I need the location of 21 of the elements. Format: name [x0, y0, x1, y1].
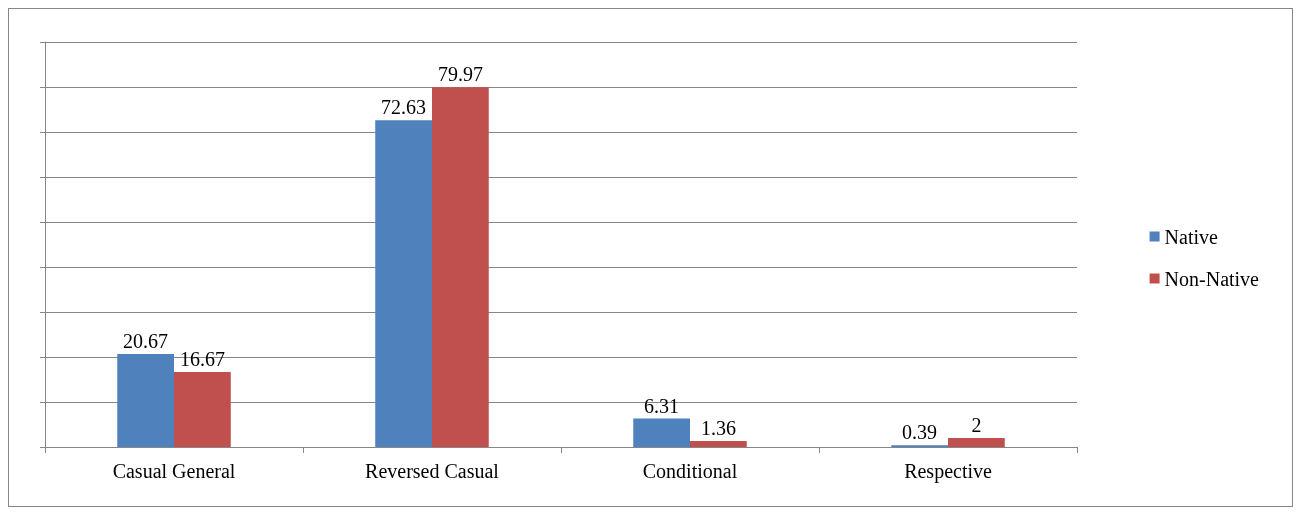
bar — [948, 438, 1005, 447]
x-tick-label: Reversed Casual — [365, 460, 500, 482]
bar — [174, 371, 231, 447]
legend-label: Non-Native — [1164, 267, 1260, 290]
bar — [690, 440, 747, 447]
data-label: 72.63 — [381, 96, 427, 119]
bar — [633, 418, 690, 447]
x-tick-label: Conditional — [642, 460, 738, 482]
data-label: 2 — [971, 414, 982, 436]
data-label: 0.39 — [902, 421, 938, 444]
data-label: 16.67 — [179, 347, 225, 370]
data-label: 6.31 — [644, 394, 680, 417]
x-tick-label: Respective — [904, 460, 992, 483]
data-label: 79.97 — [437, 63, 483, 86]
data-label: 20.67 — [123, 329, 169, 352]
bar — [117, 353, 174, 447]
legend-label: Native — [1164, 225, 1219, 248]
x-tick-label: Casual General — [112, 460, 236, 482]
data-label: 1.36 — [700, 416, 736, 439]
bar — [432, 87, 489, 447]
bar — [375, 120, 432, 447]
